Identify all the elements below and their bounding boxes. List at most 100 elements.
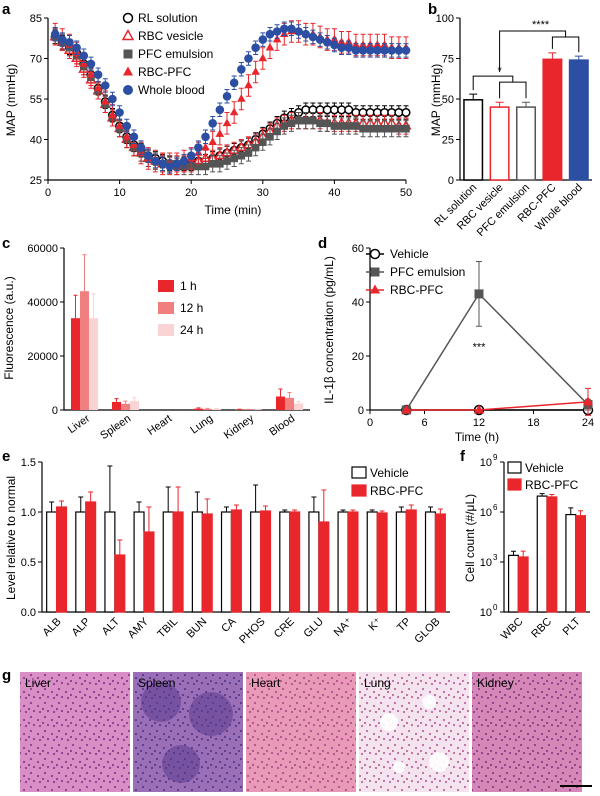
panel-a-point	[251, 43, 260, 53]
panel-label-d: d	[318, 235, 327, 252]
panel-a-point	[287, 24, 296, 34]
panel-b-ytick-label: 25	[442, 135, 454, 147]
panel-f-xtick-label: PLT	[561, 615, 583, 637]
panel-a-ytick-label: 85	[30, 13, 42, 25]
panel-c-error-bar	[114, 398, 119, 402]
panel-a-point	[208, 137, 217, 145]
panel-b-ylabel: MAP (mmHg)	[429, 64, 443, 136]
panel-f-ytick-exponent: 3	[493, 553, 498, 562]
panel-a-point	[151, 156, 160, 166]
panel-a-point	[401, 107, 411, 118]
panel-c-ylabel: Fluorescence (a.u.)	[2, 276, 16, 379]
panel-e-xtick-label: CA	[219, 615, 239, 635]
panel-e-error-bar	[263, 505, 269, 511]
panel-e-error-bar	[175, 486, 181, 512]
panel-a-legend-marker	[123, 49, 133, 59]
panel-f-legend-swatch	[507, 461, 522, 474]
panel-e-legend-swatch	[351, 484, 367, 497]
panel-a-point	[330, 40, 339, 50]
histology-label: Kidney	[477, 676, 514, 690]
panel-a-point	[72, 43, 81, 53]
panel-a-point	[301, 116, 310, 125]
panel-e-bar	[220, 511, 233, 613]
panel-e-error-bar	[146, 506, 152, 532]
panel-a-legend-label: RBC vesicle	[138, 29, 204, 43]
panel-d-ytick-label: 60	[352, 243, 364, 255]
spleen-follicle	[162, 745, 200, 783]
panel-e-xtick-label: NA⁺	[332, 616, 356, 640]
panel-e-error-bar	[165, 486, 171, 512]
panel-c-bar	[275, 396, 285, 410]
panel-e-error-bar	[107, 465, 113, 512]
panel-e-xtick-label: TBIL	[155, 616, 180, 641]
panel-a-legend-label: RBC-PFC	[138, 65, 192, 79]
panel-e-bar	[85, 501, 97, 613]
spleen-follicle	[189, 692, 233, 736]
panel-e-ytick-label: 0.5	[21, 557, 36, 569]
panel-e-ytick-label: 1.5	[21, 457, 36, 469]
panel-a-point	[108, 94, 117, 104]
panel-a-legend-marker	[122, 12, 134, 24]
panel-e-error-bar	[292, 509, 298, 512]
panel-a-point	[258, 53, 268, 62]
panel-e-bar	[250, 511, 262, 613]
panel-a-point	[301, 29, 311, 39]
panel-a-point	[251, 67, 260, 75]
histology-label: Spleen	[138, 676, 175, 690]
panel-a-point	[359, 124, 367, 133]
panel-a-ytick-label: 70	[30, 54, 42, 66]
panel-f-ytick-exponent: 9	[493, 453, 498, 462]
panel-e-bar	[114, 554, 126, 613]
panel-d-point	[474, 404, 484, 414]
panel-a-point	[395, 124, 403, 133]
panel-a-point	[294, 27, 303, 36]
panel-d-xtick-label: 12	[473, 417, 485, 429]
lung-alveolus	[429, 752, 449, 772]
panel-e-ylabel: Level relative to normal	[4, 476, 18, 600]
lung-alveolus	[422, 695, 436, 709]
panel-a-point	[251, 143, 260, 152]
panel-d-point	[583, 396, 593, 406]
panel-b-ytick-label: 50	[442, 94, 454, 106]
panel-b-significance-bracket	[551, 36, 580, 53]
panel-b-bar	[463, 99, 484, 181]
histology-label: Liver	[25, 676, 51, 690]
panel-e-bar	[318, 521, 330, 613]
panel-a-point	[179, 156, 189, 166]
panel-a-point	[194, 162, 203, 171]
panel-c-bar	[89, 318, 99, 410]
panel-a-point	[266, 133, 274, 141]
panel-a-point	[237, 151, 246, 160]
panel-a-point	[50, 29, 60, 39]
panel-b-bar	[516, 106, 536, 181]
panel-e-legend: Vehicle RBC-PFC	[351, 466, 424, 498]
panel-d: d 0 6 12 18 24 0 20 40 60 *** Time (h) IL-1β conc…	[318, 235, 594, 444]
panel-b-bar	[489, 106, 510, 181]
panel-f-bar	[565, 513, 577, 613]
panel-a-point	[201, 162, 210, 171]
panel-a-point	[294, 116, 303, 125]
panel-b-significance-bracket	[472, 75, 514, 91]
panel-e-bar	[347, 511, 359, 613]
panel-label-e: e	[2, 448, 10, 465]
panel-d-legend-label: PFC emulsion	[390, 265, 465, 279]
panel-a-point	[115, 121, 124, 129]
panel-f-ytick-label: 10	[480, 557, 492, 569]
panel-a-point	[352, 122, 360, 130]
panel-e-xtick-label: ALP	[70, 616, 93, 639]
panel-a-ytick-label: 25	[30, 175, 42, 187]
panel-a-point	[237, 65, 246, 74]
panel-c-error-bar	[287, 391, 292, 398]
panel-e-error-bar	[340, 509, 346, 512]
panel-c-error-bar	[205, 407, 210, 409]
panel-d-legend: Vehicle PFC emulsion RBC-PFC	[366, 247, 465, 297]
panel-a-point	[229, 107, 239, 116]
panel-a-point	[280, 122, 289, 130]
panel-e-error-bar	[369, 509, 375, 512]
panel-c-ytick-label: 0	[52, 405, 58, 417]
panel-a-xtick-label: 40	[328, 187, 340, 199]
panel-e-error-bar	[136, 501, 142, 512]
panel-a-point	[201, 132, 210, 142]
